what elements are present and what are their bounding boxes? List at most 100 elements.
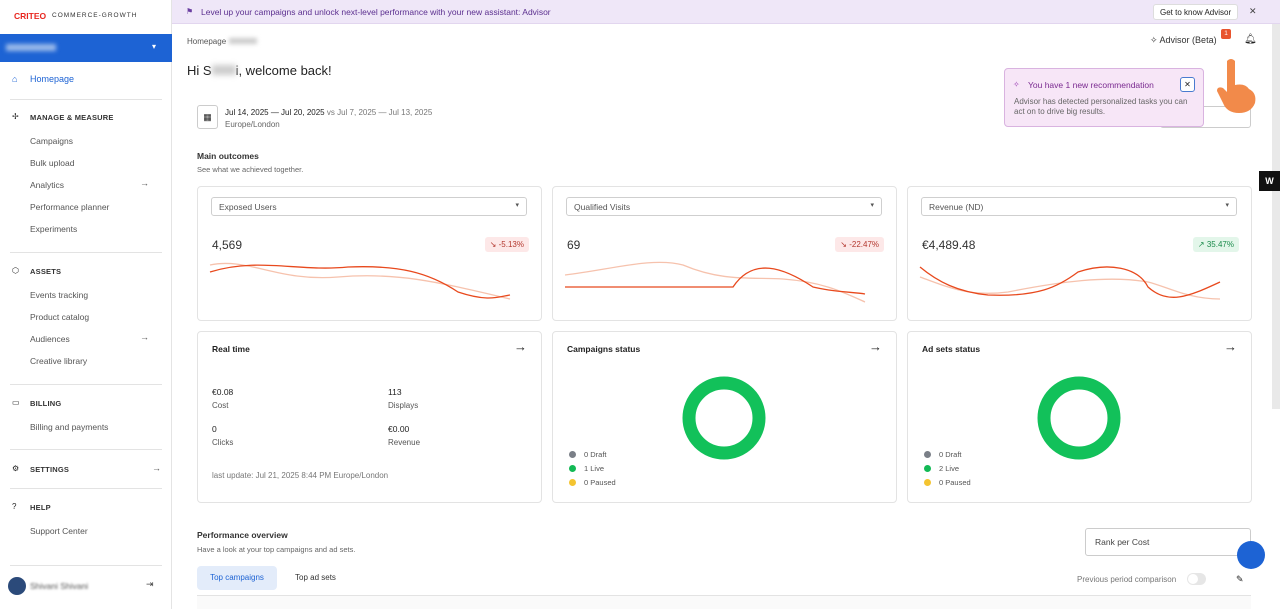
metric-label: Qualified Visits: [574, 202, 631, 212]
banner-close[interactable]: ✕: [1249, 6, 1257, 16]
nav-home[interactable]: Homepage: [30, 74, 75, 84]
widget[interactable]: W: [1259, 171, 1280, 191]
nav-item[interactable]: Events tracking: [30, 290, 89, 300]
divider: [10, 565, 162, 566]
legend-label: 0 Draft: [584, 450, 607, 459]
divider: [10, 99, 162, 100]
section-title[interactable]: BILLING: [30, 399, 62, 408]
logo-brand: CRITEO: [14, 11, 47, 21]
section-title[interactable]: SETTINGS: [30, 465, 70, 474]
section-title[interactable]: ASSETS: [30, 267, 62, 276]
greeting-end: i, welcome back!: [235, 63, 332, 78]
legend-label: 0 Draft: [939, 450, 962, 459]
metric-select[interactable]: Exposed Users ▾: [211, 197, 527, 216]
card-arrow[interactable]: →: [1224, 339, 1237, 354]
card-arrow[interactable]: →: [869, 339, 882, 354]
blurred-account: [6, 44, 56, 51]
nav-item[interactable]: Campaigns: [30, 136, 73, 146]
trend-icon: ↘: [489, 240, 497, 249]
decoration: [919, 276, 1221, 300]
notifications[interactable]: 🔔︎: [1244, 34, 1257, 45]
popup-body: Advisor has detected personalized tasks …: [1014, 97, 1188, 116]
breadcrumb[interactable]: Homepage: [187, 37, 227, 46]
section-title: Performance overview: [197, 530, 288, 540]
nav-item[interactable]: Creative library: [30, 356, 88, 366]
rank-select[interactable]: Rank per Cost: [1085, 528, 1251, 556]
blurred-name: [211, 65, 236, 75]
edit[interactable]: ✎: [1236, 574, 1244, 584]
arrow: →: [140, 178, 149, 188]
divider: [10, 449, 162, 450]
legend-dot: [924, 451, 931, 458]
stat-value: 0: [212, 424, 217, 434]
section-title: Main outcomes: [197, 151, 259, 161]
tab[interactable]: Top ad sets: [295, 573, 336, 582]
nav-item[interactable]: Analytics: [30, 180, 65, 190]
popup-title: You have 1 new recommendation: [1028, 80, 1154, 90]
nav-item[interactable]: Performance planner: [30, 202, 110, 212]
legend-label: 0 Paused: [939, 478, 971, 487]
stat-value: €0.00: [388, 424, 410, 434]
home-icon: ⌂: [12, 74, 18, 84]
legend-dot: [569, 465, 576, 472]
change-value: 35.47%: [1206, 240, 1234, 249]
calendar-icon[interactable]: ▦: [197, 105, 218, 129]
decoration: ▾: [515, 202, 519, 209]
stat-value: 113: [388, 387, 402, 397]
toggle[interactable]: [1187, 573, 1206, 585]
decoration: [1037, 376, 1121, 460]
greeting: Hi S i, welcome back!: [187, 63, 332, 78]
decoration: [682, 376, 766, 460]
stat-label: Clicks: [212, 438, 234, 447]
date-range[interactable]: Jul 14, 2025 — Jul 20, 2025 vs Jul 7, 20…: [225, 108, 432, 117]
advisor-button[interactable]: ✧ Advisor (Beta): [1150, 35, 1217, 45]
date-vs: vs: [326, 108, 335, 117]
logout[interactable]: ⇥: [146, 579, 154, 589]
nav-item[interactable]: Support Center: [30, 526, 88, 536]
avatar[interactable]: [8, 577, 26, 595]
decoration: [1217, 59, 1256, 113]
date-current: Jul 14, 2025 — Jul 20, 2025: [225, 108, 325, 117]
nav-item[interactable]: Audiences: [30, 334, 70, 344]
advisor-badge: 1: [1221, 29, 1231, 39]
outcome-card: Revenue (ND) ▾ €4,489.48 ↗ 35.47%: [907, 186, 1252, 321]
metric-select[interactable]: Revenue (ND) ▾: [921, 197, 1237, 216]
scrollbar[interactable]: [1272, 24, 1280, 409]
decoration: [564, 261, 866, 303]
metric-value: 69: [567, 238, 581, 252]
icon: ⚙: [12, 464, 20, 473]
divider: [10, 488, 162, 489]
chat-button[interactable]: [1237, 541, 1265, 569]
banner-text: Level up your campaigns and unlock next-…: [201, 7, 551, 17]
account-select[interactable]: ▾: [0, 34, 172, 62]
popup-close[interactable]: ✕: [1180, 77, 1195, 92]
card-arrow[interactable]: →: [514, 339, 527, 354]
recommendation-popup: ✧ You have 1 new recommendation ✕ Adviso…: [1004, 68, 1204, 127]
change-value: -5.13%: [498, 240, 524, 249]
nav-item[interactable]: Experiments: [30, 224, 78, 234]
banner-button[interactable]: Get to know Advisor: [1153, 4, 1239, 20]
comparison-label: Previous period comparison: [1077, 575, 1177, 584]
flag: ⚑: [186, 7, 194, 16]
nav-item[interactable]: Product catalog: [30, 312, 90, 322]
nav-item[interactable]: Billing and payments: [30, 422, 109, 432]
section-title[interactable]: MANAGE & MEASURE: [30, 113, 114, 122]
tab[interactable]: Top campaigns: [197, 566, 277, 590]
metric-value: 4,569: [212, 238, 243, 252]
sparkline: [564, 261, 866, 303]
date-previous: Jul 7, 2025 — Jul 13, 2025: [337, 108, 433, 117]
donut: [682, 376, 766, 460]
arrow: →: [140, 332, 149, 342]
section-subtitle: See what we achieved together.: [197, 165, 304, 174]
section-title[interactable]: HELP: [30, 503, 51, 512]
divider: [10, 252, 162, 253]
decoration: ▾: [1225, 202, 1229, 209]
legend-dot: [924, 465, 931, 472]
sparkline: [919, 266, 1221, 300]
sparkle: ✧: [1013, 80, 1020, 89]
metric-select[interactable]: Qualified Visits ▾: [566, 197, 882, 216]
stat-value: €0.08: [212, 387, 234, 397]
nav-item[interactable]: Bulk upload: [30, 158, 75, 168]
timezone: Europe/London: [225, 120, 280, 129]
